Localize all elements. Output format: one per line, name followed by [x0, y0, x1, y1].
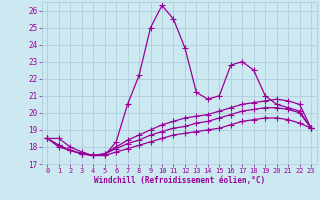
X-axis label: Windchill (Refroidissement éolien,°C): Windchill (Refroidissement éolien,°C)	[94, 176, 265, 185]
